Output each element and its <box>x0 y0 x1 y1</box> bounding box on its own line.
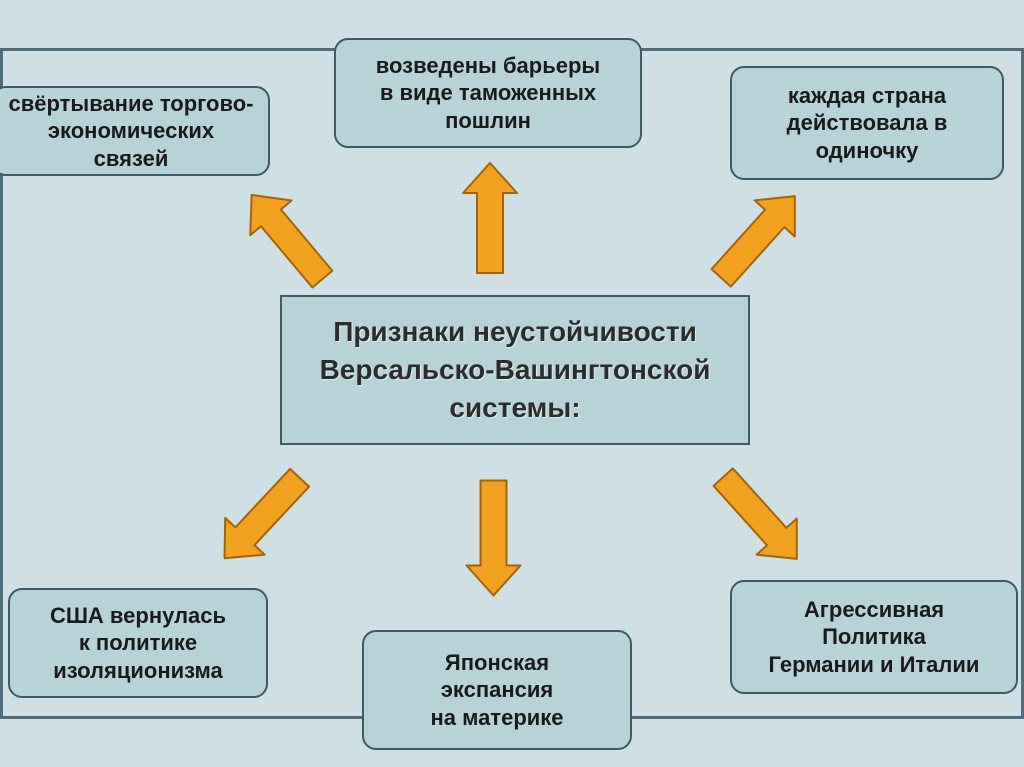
node-n5: Японскаяэкспансияна материке <box>362 630 632 750</box>
node-n1: свёртывание торгово-экономических связей <box>0 86 270 176</box>
arrow <box>462 450 524 627</box>
node-n6: АгрессивнаяПолитикаГермании и Италии <box>730 580 1018 694</box>
node-text: Японскаяэкспансияна материке <box>430 649 563 732</box>
node-n2: возведены барьерыв виде таможенныхпошлин <box>334 38 642 148</box>
center-node-text: Признаки неустойчивости Версальско-Вашин… <box>282 313 748 426</box>
center-node: Признаки неустойчивости Версальско-Вашин… <box>280 295 750 445</box>
node-n3: каждая странадействовала водиночку <box>730 66 1004 180</box>
node-text: возведены барьерыв виде таможенныхпошлин <box>376 52 600 135</box>
node-text: АгрессивнаяПолитикаГермании и Италии <box>769 596 980 679</box>
node-text: каждая странадействовала водиночку <box>787 82 948 165</box>
node-text: США вернуласьк политикеизоляционизма <box>50 602 226 685</box>
arrow <box>459 132 521 304</box>
node-text: свёртывание торгово-экономических связей <box>8 90 254 173</box>
node-n4: США вернуласьк политикеизоляционизма <box>8 588 268 698</box>
